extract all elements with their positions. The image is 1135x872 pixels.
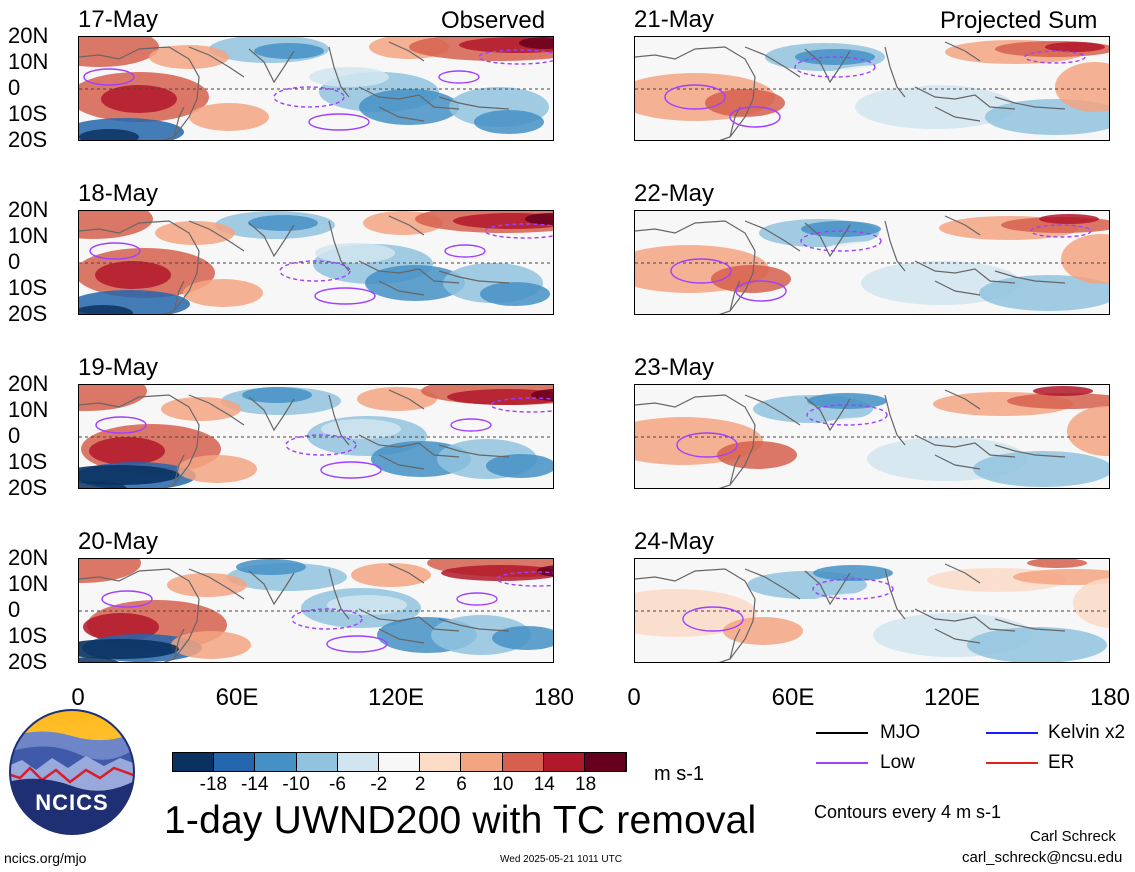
lat-tick-label: 10N: [8, 571, 49, 596]
colorbar-swatch: [214, 753, 256, 771]
colorbar-swatch: [543, 753, 585, 771]
panel-date-24-may: 24-May: [634, 528, 715, 555]
map-panel-21-may: [634, 36, 1110, 141]
panel-date-20-may: 20-May: [78, 528, 159, 555]
map-field: [635, 385, 1109, 488]
lat-tick-label: 10N: [8, 49, 49, 74]
lat-tick-label: 20S: [8, 127, 48, 152]
map-panel-23-may: [634, 384, 1110, 489]
observed-label: Observed: [441, 7, 546, 34]
map-panel-22-may: [634, 210, 1110, 315]
lon-tick-label: 180: [1089, 684, 1131, 711]
colorbar-swatch: [378, 753, 421, 771]
lon-tick-label: 60E: [215, 684, 259, 711]
map-field: [635, 37, 1109, 140]
panel-date-19-may: 19-May: [78, 354, 159, 381]
map-field: [79, 559, 553, 662]
map-panel-17-may: [78, 36, 554, 141]
lat-tick-label: 20S: [8, 649, 48, 674]
map-field: [79, 385, 553, 488]
map-panel-19-may: [78, 384, 554, 489]
map-field: [79, 211, 553, 314]
panel-date-21-may: 21-May: [634, 6, 715, 33]
colorbar-unit: m s-1: [654, 763, 704, 785]
colorbar-tick-label: 6: [456, 774, 467, 795]
author-email: carl_schreck@ncsu.edu: [962, 849, 1123, 866]
panel-date-17-may: 17-May: [78, 6, 159, 33]
map-field: [635, 211, 1109, 314]
lon-tick-label: 120E: [923, 684, 981, 711]
logo-text: NCICS: [35, 790, 109, 815]
lat-tick-label: 0: [8, 597, 21, 622]
lon-tick-label: 180: [533, 684, 575, 711]
colorbar-swatch: [420, 753, 462, 771]
legend-swatch: [986, 762, 1038, 764]
lat-tick-label: 20N: [8, 197, 49, 222]
map-panel-18-may: [78, 210, 554, 315]
lat-tick-label: 10S: [8, 101, 48, 126]
lat-tick-label: 10N: [8, 223, 49, 248]
panel-date-18-may: 18-May: [78, 180, 159, 207]
footer-url[interactable]: ncics.org/mjo: [4, 850, 87, 866]
contour-note: Contours every 4 m s-1: [814, 802, 1002, 822]
footer-timestamp: Wed 2025-05-21 1011 UTC: [500, 854, 622, 865]
legend-swatch: [816, 732, 868, 734]
lon-tick-label: 60E: [771, 684, 815, 711]
colorbar-tick-label: -18: [199, 774, 228, 795]
figure-title: 1-day UWND200 with TC removal: [164, 799, 757, 842]
colorbar-tick-label: -10: [282, 774, 310, 795]
colorbar-swatch: [173, 753, 215, 771]
projected-sum-label: Projected Sum: [940, 7, 1098, 34]
legend: MJO Kelvin x2 Low ER: [816, 720, 1134, 780]
colorbar-tick-label: 10: [492, 774, 514, 795]
lat-tick-label: 20N: [8, 545, 49, 570]
ncics-logo: NCICS: [8, 708, 136, 836]
map-panel-20-may: [78, 558, 554, 663]
colorbar-tick-label: -6: [329, 774, 346, 795]
legend-swatch: [986, 732, 1038, 734]
lat-tick-label: 10S: [8, 623, 48, 648]
lat-tick-label: 0: [8, 249, 21, 274]
legend-label: ER: [1048, 752, 1075, 773]
colorbar: [172, 752, 627, 772]
lat-tick-label: 10S: [8, 449, 48, 474]
colorbar-swatch: [584, 753, 627, 771]
colorbar-swatch: [296, 753, 338, 771]
colorbar-tick-label: -2: [370, 774, 388, 795]
lat-tick-label: 20S: [8, 301, 48, 326]
lat-tick-label: 0: [8, 423, 21, 448]
legend-label: Low: [880, 752, 915, 773]
map-panel-24-may: [634, 558, 1110, 663]
lon-tick-label: 0: [71, 684, 85, 711]
lon-tick-label: 120E: [367, 684, 425, 711]
lat-tick-label: 0: [8, 75, 21, 100]
lat-tick-label: 10S: [8, 275, 48, 300]
author-name: Carl Schreck: [1030, 828, 1116, 845]
colorbar-swatch: [502, 753, 544, 771]
panel-date-23-may: 23-May: [634, 354, 715, 381]
panel-date-22-may: 22-May: [634, 180, 715, 207]
legend-swatch: [816, 762, 868, 764]
lat-tick-label: 20N: [8, 371, 49, 396]
lat-tick-label: 20N: [8, 23, 49, 48]
colorbar-swatch: [461, 753, 503, 771]
colorbar-tick-label: 14: [533, 774, 555, 795]
map-field: [79, 37, 553, 140]
colorbar-tick-label: 2: [414, 774, 426, 795]
colorbar-tick-label: 18: [575, 774, 597, 795]
map-field: [635, 559, 1109, 662]
lat-tick-label: 20S: [8, 475, 48, 500]
legend-label: MJO: [880, 722, 921, 743]
colorbar-swatch: [337, 753, 379, 771]
colorbar-tick-label: -14: [240, 774, 269, 795]
lon-tick-label: 0: [627, 684, 641, 711]
colorbar-swatch: [255, 753, 297, 771]
lat-tick-label: 10N: [8, 397, 49, 422]
legend-label: Kelvin x2: [1048, 722, 1126, 743]
